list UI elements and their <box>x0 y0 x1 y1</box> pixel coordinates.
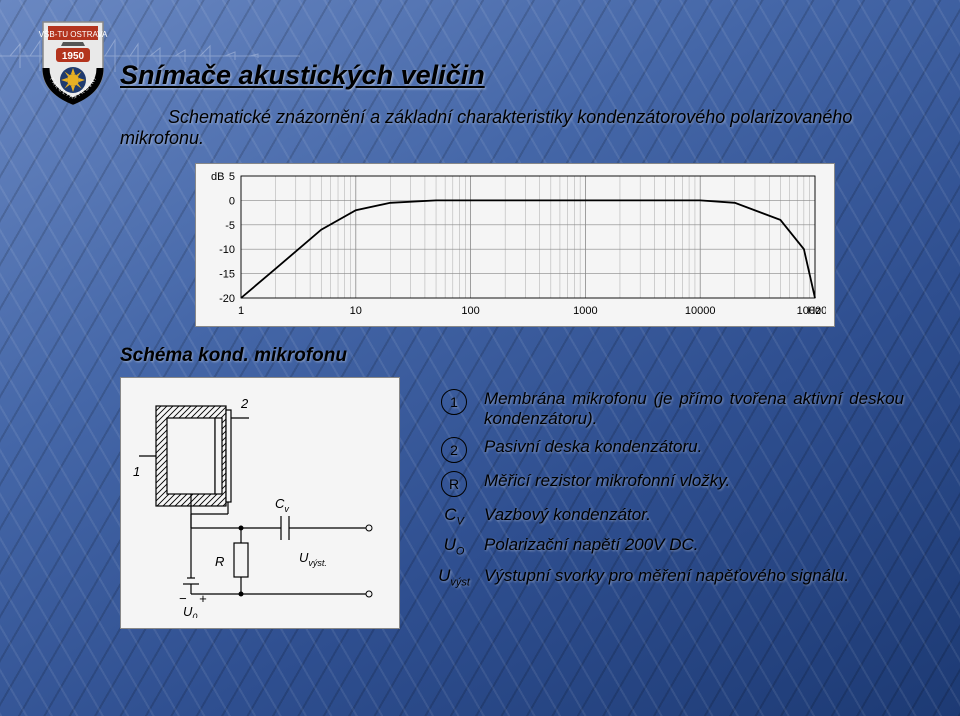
legend-symbol: CV <box>430 501 478 531</box>
schema-u0: U0 <box>183 604 197 618</box>
svg-text:10: 10 <box>350 305 362 317</box>
legend-text: Polarizační napětí 200V DC. <box>478 531 910 561</box>
legend-text: Pasivní deska kondenzátoru. <box>478 433 910 467</box>
legend-symbol: R <box>430 467 478 501</box>
legend-text: Membrána mikrofonu (je přímo tvořena akt… <box>478 385 910 433</box>
svg-text:-15: -15 <box>219 269 235 281</box>
svg-text:0: 0 <box>229 195 235 207</box>
badge-year: 1950 <box>62 51 85 62</box>
content-area: Snímače akustických veličin Schematické … <box>120 60 910 686</box>
svg-text:-20: -20 <box>219 293 235 305</box>
schema-r: R <box>215 554 224 569</box>
legend-text: Vazbový kondenzátor. <box>478 501 910 531</box>
svg-text:-10: -10 <box>219 244 235 256</box>
schema-label-2: 2 <box>240 396 249 411</box>
svg-text:-5: -5 <box>225 220 235 232</box>
legend-symbol: UO <box>430 531 478 561</box>
svg-text:100: 100 <box>461 305 479 317</box>
schema-caption: Schéma kond. mikrofonu <box>120 345 400 367</box>
svg-text:Hz: Hz <box>808 305 821 317</box>
legend-text: Výstupní svorky pro měření napěťového si… <box>478 562 910 592</box>
legend-text: Měřicí rezistor mikrofonní vložky. <box>478 467 910 501</box>
svg-text:1: 1 <box>238 305 244 317</box>
legend-row: CVVazbový kondenzátor. <box>430 501 910 531</box>
frequency-response-chart: dB-20-15-10-505110100100010000100000Hz <box>195 163 835 327</box>
svg-text:VŠB-TU OSTRAVA: VŠB-TU OSTRAVA <box>39 30 108 39</box>
schema-label-1: 1 <box>133 464 140 479</box>
page-title: Snímače akustických veličin <box>120 60 910 91</box>
university-badge: VŠB-TU OSTRAVA 1950 F A K U L T A S T R … <box>38 18 108 106</box>
legend-row: 2Pasivní deska kondenzátoru. <box>430 433 910 467</box>
svg-text:+: + <box>199 591 207 606</box>
schema-u-out: Uvýst. <box>299 550 327 568</box>
legend-row: 1Membrána mikrofonu (je přímo tvořena ak… <box>430 385 910 433</box>
chart-svg: dB-20-15-10-505110100100010000100000Hz <box>204 170 826 320</box>
intro-text: Schematické znázornění a základní charak… <box>120 107 910 149</box>
legend-symbol: Uvýst <box>430 562 478 592</box>
legend: 1Membrána mikrofonu (je přímo tvořena ak… <box>430 345 910 592</box>
svg-text:10000: 10000 <box>685 305 716 317</box>
svg-text:1000: 1000 <box>573 305 597 317</box>
svg-text:dB: dB <box>211 171 224 183</box>
svg-text:5: 5 <box>229 171 235 183</box>
legend-row: UOPolarizační napětí 200V DC. <box>430 531 910 561</box>
legend-row: RMěřicí rezistor mikrofonní vložky. <box>430 467 910 501</box>
legend-symbol: 2 <box>430 433 478 467</box>
schema-cv: Cv <box>275 496 289 514</box>
legend-symbol: 1 <box>430 385 478 433</box>
schema-diagram: 1 2 Cv <box>120 377 400 629</box>
legend-row: UvýstVýstupní svorky pro měření napěťové… <box>430 562 910 592</box>
